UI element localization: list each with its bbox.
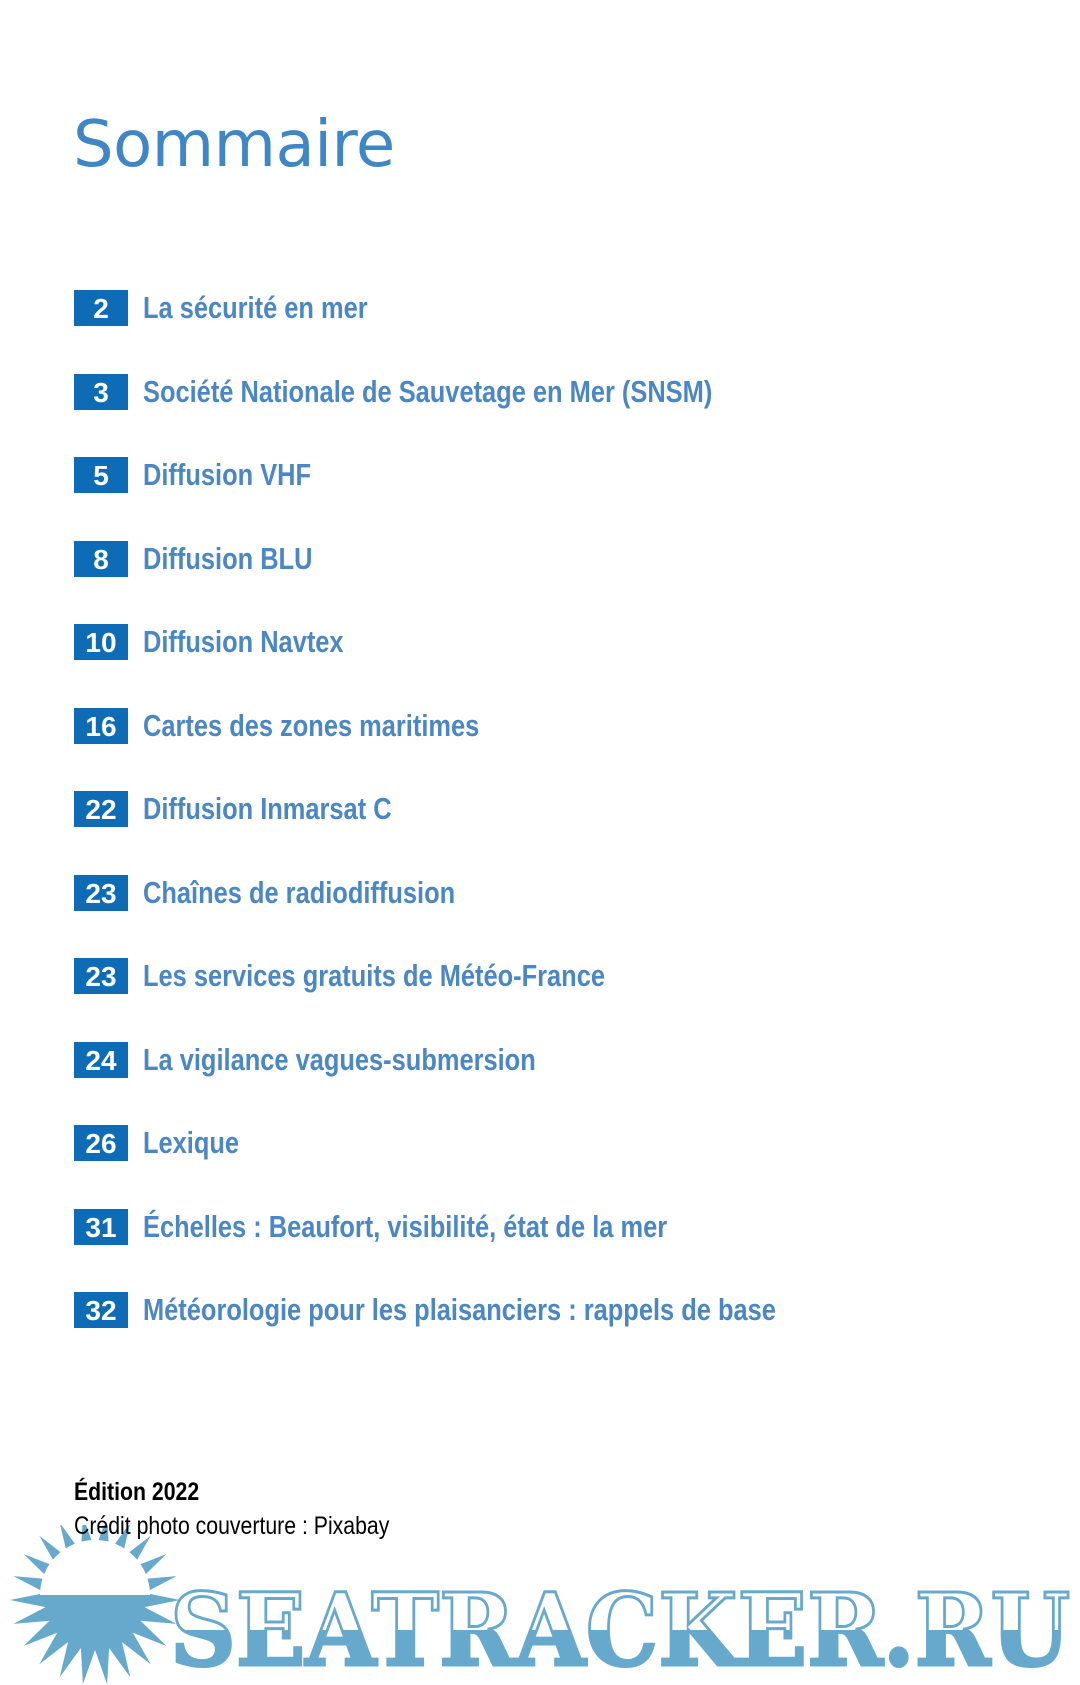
toc-entry[interactable]: 23 Chaînes de radiodiffusion <box>74 874 915 911</box>
toc-entry-label: La sécurité en mer <box>143 290 368 325</box>
toc-entry[interactable]: 10 Diffusion Navtex <box>74 624 915 660</box>
page-number-badge: 3 <box>74 373 128 410</box>
toc-entry-label: La vigilance vagues-submersion <box>143 1041 536 1077</box>
toc-entry-label: Diffusion Inmarsat C <box>143 791 392 826</box>
toc-entry[interactable]: 5 Diffusion VHF <box>74 457 915 493</box>
toc-entry[interactable]: 8 Diffusion BLU <box>74 540 915 577</box>
page-number-badge: 5 <box>74 457 128 493</box>
seatracker-watermark: SEATRACKER.RU <box>10 1525 1072 1685</box>
toc-entry-label: Diffusion VHF <box>143 457 312 492</box>
page-title: Sommaire <box>73 108 395 182</box>
toc-entry[interactable]: 16 Cartes des zones maritimes <box>74 707 915 744</box>
page-number-badge: 8 <box>74 540 128 577</box>
toc-entry[interactable]: 32 Météorologie pour les plaisanciers : r… <box>74 1292 915 1328</box>
toc-entry[interactable]: 23 Les services gratuits de Météo-France <box>74 958 915 994</box>
toc-entry[interactable]: 22 Diffusion Inmarsat C <box>74 791 915 827</box>
toc-entry-label: Les services gratuits de Météo-France <box>143 958 605 993</box>
page-number-badge: 23 <box>74 958 128 994</box>
page-number-badge: 23 <box>74 874 128 911</box>
watermark-text: SEATRACKER.RU <box>170 1571 1070 1685</box>
toc-entry-label: Échelles : Beaufort, visibilité, état de… <box>143 1208 668 1244</box>
page-number-badge: 26 <box>74 1125 128 1161</box>
page-number-badge: 31 <box>74 1208 128 1245</box>
table-of-contents: 2 La sécurité en mer 3 Société Nationale de… <box>74 290 915 1376</box>
page-number-badge: 24 <box>74 1041 128 1078</box>
page-number-badge: 22 <box>74 791 128 827</box>
toc-entry[interactable]: 26 Lexique <box>74 1125 915 1161</box>
photo-credit: Crédit photo couverture : Pixabay <box>74 1512 390 1540</box>
sun-logo-icon <box>10 1525 180 1685</box>
toc-entry[interactable]: 24 La vigilance vagues-submersion <box>74 1041 915 1078</box>
page-number-badge: 2 <box>74 290 128 326</box>
page-number-badge: 10 <box>74 624 128 660</box>
toc-entry-label: Lexique <box>143 1125 240 1160</box>
toc-entry[interactable]: 3 Société Nationale de Sauvetage en Mer (… <box>74 373 915 410</box>
page-number-badge: 16 <box>74 707 128 744</box>
toc-entry-label: Diffusion Navtex <box>143 624 344 659</box>
toc-entry-label: Météorologie pour les plaisanciers : rap… <box>143 1292 776 1327</box>
toc-entry-label: Chaînes de radiodiffusion <box>143 874 456 910</box>
toc-entry[interactable]: 2 La sécurité en mer <box>74 290 915 326</box>
toc-entry[interactable]: 31 Échelles : Beaufort, visibilité, état … <box>74 1208 915 1245</box>
edition-text: Édition 2022 <box>74 1478 200 1506</box>
toc-entry-label: Diffusion BLU <box>143 540 313 576</box>
toc-entry-label: Société Nationale de Sauvetage en Mer (S… <box>143 373 713 409</box>
toc-entry-label: Cartes des zones maritimes <box>143 707 480 743</box>
page-number-badge: 32 <box>74 1292 128 1328</box>
